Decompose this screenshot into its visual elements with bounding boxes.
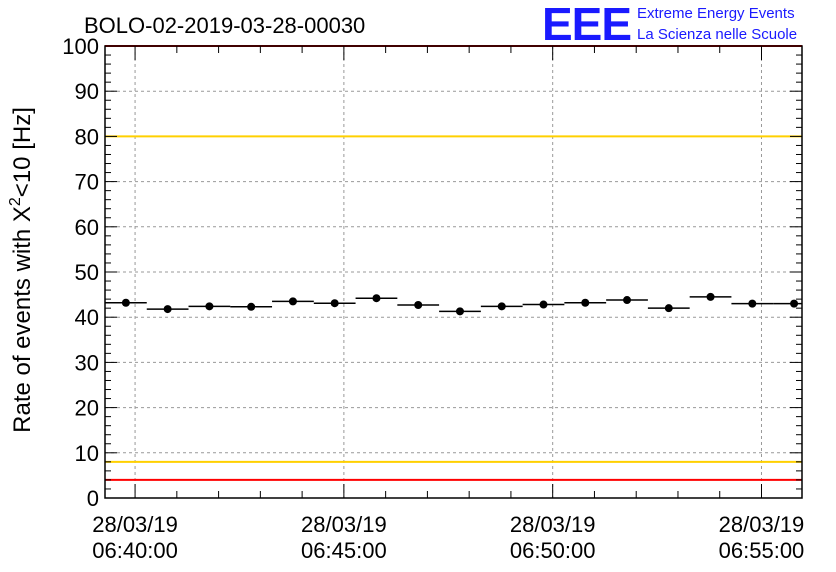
x-tick-date: 28/03/19 [92, 512, 178, 537]
data-point [455, 307, 464, 316]
data-point [664, 304, 673, 313]
y-tick-label: 50 [75, 260, 99, 285]
data-point [121, 298, 130, 307]
grid [105, 46, 802, 498]
data-point [748, 299, 757, 308]
x-tick-time: 06:45:00 [301, 538, 387, 563]
data-point [497, 302, 506, 311]
y-tick-label: 0 [87, 486, 99, 511]
logo-line-1: Extreme Energy Events [637, 5, 795, 22]
x-tick-time: 06:55:00 [719, 538, 805, 563]
x-tick-date: 28/03/19 [301, 512, 387, 537]
y-axis-label-pre: Rate of events with X [9, 206, 36, 433]
data-point [539, 300, 548, 309]
y-tick-label: 100 [62, 34, 99, 59]
x-tick-time: 06:40:00 [92, 538, 178, 563]
data-point [372, 294, 381, 303]
chart-title: BOLO-02-2019-03-28-00030 [84, 13, 365, 38]
data-point [581, 298, 590, 307]
y-axis-label: Rate of events with X2<10 [Hz] [7, 107, 36, 433]
data-point [414, 300, 423, 309]
y-tick-label: 70 [75, 170, 99, 195]
eee-logo: EEE Extreme Energy Events La Scienza nel… [542, 0, 797, 50]
y-tick-label: 90 [75, 79, 99, 104]
data-points [105, 292, 802, 316]
logo-mark: EEE [542, 0, 631, 50]
y-axis-label-sup: 2 [7, 197, 24, 206]
x-tick-time: 06:50:00 [510, 538, 596, 563]
data-point [330, 299, 339, 308]
x-tick-date: 28/03/19 [719, 512, 805, 537]
data-point [623, 296, 632, 305]
y-tick-label: 60 [75, 215, 99, 240]
x-tick-date: 28/03/19 [510, 512, 596, 537]
reference-lines [105, 45, 802, 481]
y-tick-label: 30 [75, 350, 99, 375]
data-point [247, 302, 256, 311]
y-axis-label-post: <10 [Hz] [9, 107, 36, 197]
data-point [706, 292, 715, 301]
data-point [288, 297, 297, 306]
y-tick-label: 40 [75, 305, 99, 330]
y-tick-label: 80 [75, 124, 99, 149]
axes: 010203040506070809010028/03/1906:40:0028… [62, 34, 804, 563]
y-tick-label: 20 [75, 396, 99, 421]
y-tick-label: 10 [75, 441, 99, 466]
data-point [790, 299, 799, 308]
data-point [163, 305, 172, 314]
logo-line-2: La Scienza nelle Scuole [637, 26, 797, 43]
data-point [205, 302, 214, 311]
